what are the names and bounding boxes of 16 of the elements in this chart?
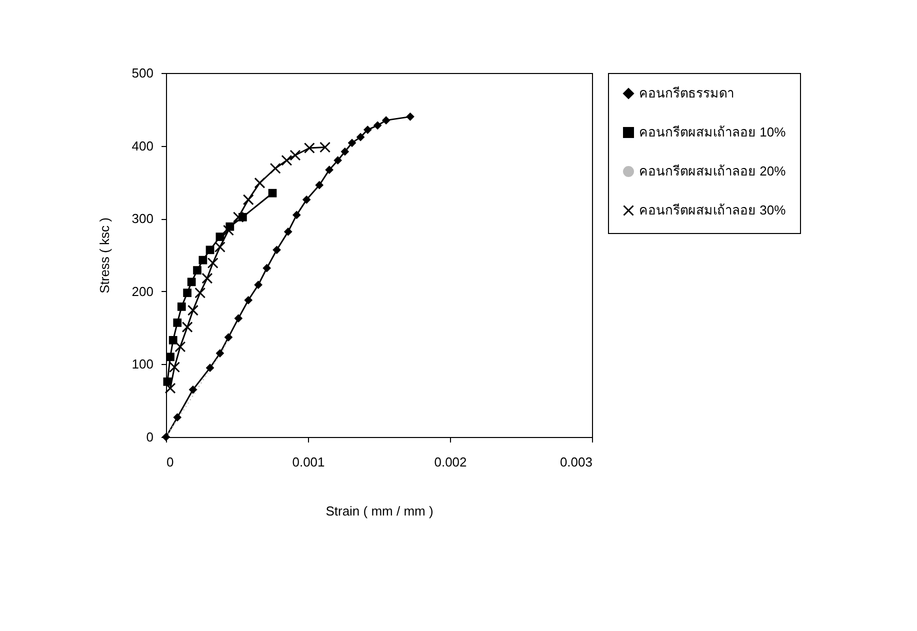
x-tick-label: 0.003 (560, 454, 592, 470)
x-tick-label: 0.002 (434, 454, 467, 470)
y-tick-label: 300 (132, 211, 154, 226)
x-tick-label: 0 (166, 454, 174, 470)
y-axis-title: Stress ( ksc ) (96, 218, 112, 294)
legend-label: คอนกรีตผสมเถ้าลอย 20% (639, 164, 786, 178)
x-axis-title: Strain ( mm / mm ) (326, 504, 434, 518)
legend-label: คอนกรีตผสมเถ้าลอย 30% (639, 202, 786, 218)
y-tick-label: 0 (146, 430, 154, 444)
y-tick-label: 100 (132, 356, 154, 372)
y-tick-label: 200 (132, 284, 154, 299)
x-tick-label: 0.001 (292, 454, 325, 470)
legend-label: คอนกรีตผสมเถ้าลอย 10% (639, 124, 786, 140)
y-tick-label: 500 (132, 66, 154, 80)
y-tick-label: 400 (132, 138, 154, 154)
legend-label: คอนกรีตธรรมดา (639, 86, 734, 100)
